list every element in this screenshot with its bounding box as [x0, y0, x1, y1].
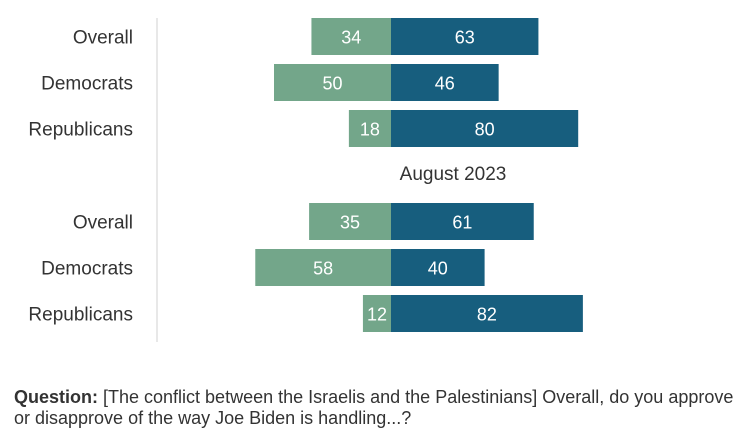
data-label-right: 46: [435, 74, 455, 94]
bar-left: [274, 64, 391, 101]
bar-left: [309, 203, 391, 240]
data-label-left: 58: [313, 259, 333, 279]
data-label-left: 18: [360, 120, 380, 140]
bar-left: [348, 110, 391, 147]
data-label-left: 35: [340, 213, 360, 233]
data-label-right: 63: [455, 28, 475, 48]
row-label: Overall: [73, 28, 133, 49]
bar-left: [311, 18, 391, 55]
question-label: Question:: [14, 387, 98, 407]
bar-right: [391, 295, 583, 332]
row-label: Republicans: [28, 305, 133, 326]
data-label-right: 80: [475, 120, 495, 140]
data-label-left: 50: [322, 74, 342, 94]
row-label: Democrats: [41, 74, 133, 95]
data-label-left: 12: [367, 305, 387, 325]
data-label-left: 34: [341, 28, 361, 48]
bar-left: [362, 295, 391, 332]
bar-right: [391, 64, 499, 101]
diverging-bar-chart: November 2023Overall3463Democrats5046Rep…: [28, 18, 583, 342]
group-title: August 2023: [400, 164, 507, 185]
question-text: [The conflict between the Israelis and t…: [14, 387, 734, 428]
row-label: Overall: [73, 213, 133, 234]
bar-right: [391, 18, 539, 55]
row-label: Democrats: [41, 259, 133, 280]
question-footnote: Question: [The conflict between the Isra…: [14, 387, 734, 429]
data-label-right: 82: [477, 305, 497, 325]
data-label-right: 40: [428, 259, 448, 279]
bar-right: [391, 249, 485, 286]
bar-right: [391, 110, 579, 147]
bar-left: [255, 249, 391, 286]
bar-right: [391, 203, 534, 240]
row-label: Republicans: [28, 120, 133, 141]
data-label-right: 61: [452, 213, 472, 233]
